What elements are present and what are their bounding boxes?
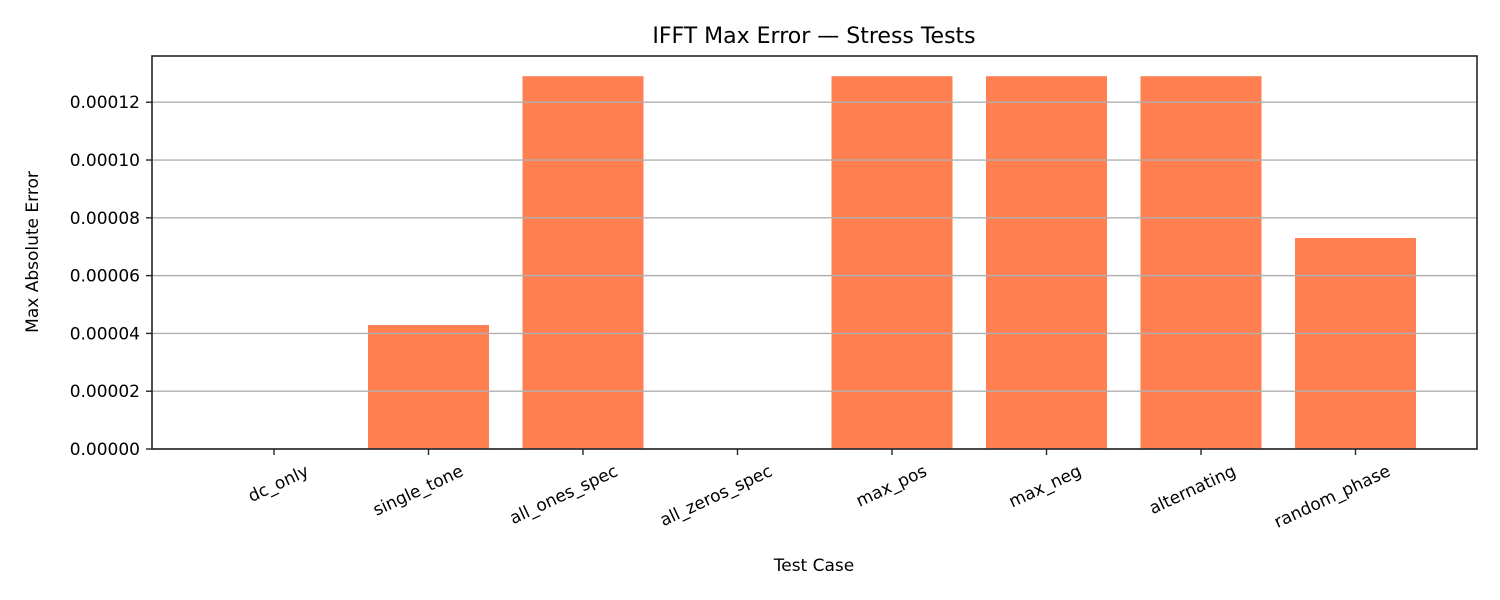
x-axis-label: Test Case: [773, 556, 854, 576]
chart-title: IFFT Max Error — Stress Tests: [652, 24, 975, 49]
y-tick-label: 0.00004: [70, 324, 140, 344]
y-tick-label: 0.00000: [70, 440, 140, 460]
x-tick-label: random_phase: [1271, 461, 1393, 532]
x-tick-label: dc_only: [245, 461, 312, 506]
bar-random_phase: [1295, 238, 1416, 449]
x-tick-label: alternating: [1146, 461, 1239, 518]
y-axis-label: Max Absolute Error: [23, 171, 43, 333]
plot-frame: [151, 55, 1478, 450]
x-tick-label: all_zeros_spec: [657, 461, 776, 531]
x-axis: dc_only single_tone all_ones_spec all_zeros…: [245, 449, 1394, 533]
bar-alternating: [1140, 76, 1262, 450]
x-tick-label: single_tone: [370, 461, 466, 520]
x-tick-label: max_pos: [853, 461, 930, 511]
y-gridlines: [152, 101, 1477, 450]
x-tick-label: all_ones_spec: [507, 461, 621, 528]
y-tick-label: 0.00008: [70, 209, 140, 229]
bars-group: [368, 76, 1416, 450]
bar-single_tone: [368, 325, 489, 449]
y-tick-label: 0.00002: [70, 382, 140, 402]
x-tick-label: max_neg: [1006, 461, 1085, 512]
y-tick-label: 0.00010: [70, 151, 140, 171]
y-tick-label: 0.00006: [70, 267, 140, 287]
bar-max_pos: [831, 76, 953, 450]
bar-max_neg: [986, 76, 1107, 450]
y-tick-label: 0.00012: [70, 93, 140, 113]
y-axis: 0.00000 0.00002 0.00004 0.00006 0.00008 0.000…: [70, 93, 152, 460]
bar-all_ones_spec: [522, 76, 644, 450]
